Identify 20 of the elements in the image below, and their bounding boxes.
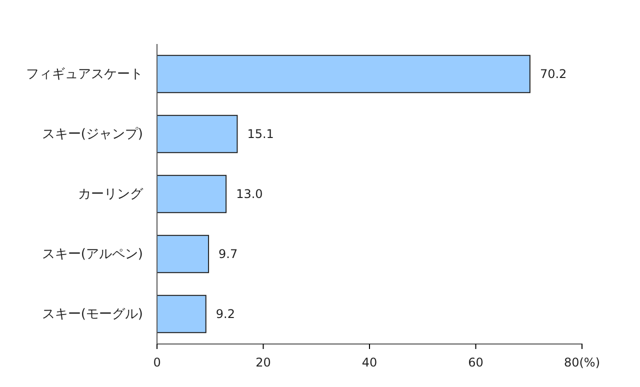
data-label: 9.7 xyxy=(218,247,238,262)
y-tick-label: スキー(ジャンプ) xyxy=(42,127,143,142)
data-label: 15.1 xyxy=(247,127,274,142)
y-tick-label: フィギュアスケート xyxy=(26,67,143,82)
data-label: 70.2 xyxy=(540,67,567,82)
bar xyxy=(156,234,210,274)
x-tick-label: 0 xyxy=(153,355,161,370)
x-tick-label: 80(%) xyxy=(564,355,600,370)
x-tick-label: 60 xyxy=(468,355,484,370)
y-tick-label: スキー(アルペン) xyxy=(42,247,143,262)
bar xyxy=(156,54,530,94)
x-tick-label: 40 xyxy=(362,355,378,370)
x-tick-label: 20 xyxy=(256,355,271,370)
data-label: 9.2 xyxy=(216,307,235,322)
y-tick-label: カーリング xyxy=(78,187,144,202)
data-label: 13.0 xyxy=(236,187,263,202)
bar xyxy=(156,174,227,214)
y-tick-label: スキー(モーグル) xyxy=(42,307,143,322)
bar xyxy=(156,114,238,154)
bar xyxy=(156,294,206,334)
